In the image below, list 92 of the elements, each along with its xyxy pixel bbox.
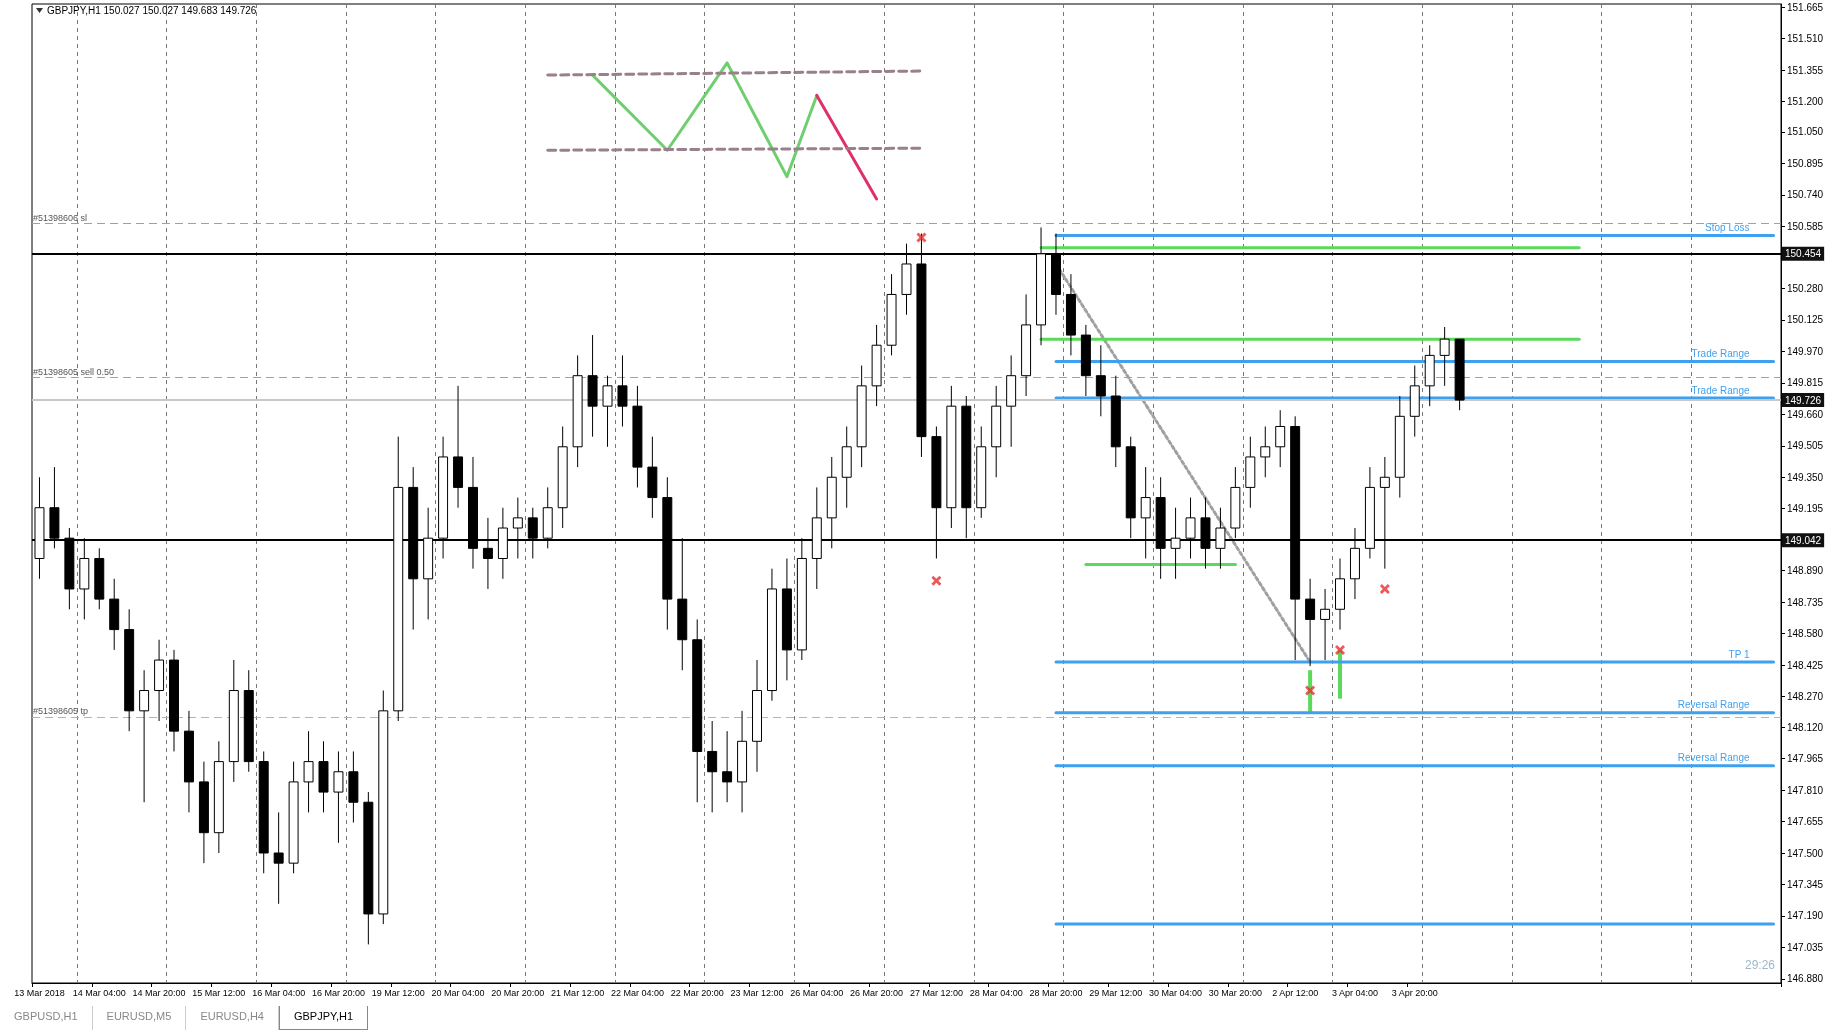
x-tick-label: 19 Mar 12:00 <box>371 987 425 998</box>
y-tick-label: 147.035 <box>1787 941 1824 953</box>
x-tick-label: 14 Mar 04:00 <box>72 987 126 998</box>
series-label: TP 1 <box>1728 648 1750 660</box>
x-tick-label: 29 Mar 12:00 <box>1089 987 1143 998</box>
y-tick-label: 151.510 <box>1787 33 1824 45</box>
x-tick-label: 23 Mar 12:00 <box>730 987 784 998</box>
ref-line-label: #51398606 sl <box>33 212 88 223</box>
point <box>1335 644 1346 655</box>
candlestick <box>1275 409 1286 468</box>
candlestick <box>333 750 344 844</box>
y-tick-label: 147.655 <box>1787 816 1824 828</box>
y-tick-label: 150.740 <box>1787 189 1824 201</box>
x-tick-label: 13 Mar 2018 <box>14 987 65 998</box>
x-tick-label: 3 Apr 04:00 <box>1331 987 1378 998</box>
x-tick-label: 21 Mar 12:00 <box>551 987 605 998</box>
y-tick-label: 148.735 <box>1787 596 1824 608</box>
candlestick <box>1095 344 1106 417</box>
series-label: Reversal Range <box>1677 699 1750 711</box>
y-tick-label: 151.200 <box>1787 95 1824 107</box>
x-tick-label: 2 Apr 12:00 <box>1272 987 1319 998</box>
y-tick-label: 147.500 <box>1787 847 1824 859</box>
y-tick-label: 151.665 <box>1787 1 1824 13</box>
y-tick-label: 149.350 <box>1787 471 1824 483</box>
point <box>1305 685 1316 696</box>
x-tick-label: 3 Apr 20:00 <box>1391 987 1438 998</box>
candlestick <box>139 669 150 803</box>
line-series <box>591 61 819 179</box>
y-tick-label: 147.810 <box>1787 784 1824 796</box>
x-tick-label: 16 Mar 20:00 <box>311 987 365 998</box>
y-tick-label: 147.965 <box>1787 753 1824 765</box>
x-tick-label: 30 Mar 04:00 <box>1149 987 1203 998</box>
y-tick-label: 147.190 <box>1787 910 1824 922</box>
text: GBPUSD,H1 <box>0 1006 93 1030</box>
x-tick-label: 14 Mar 20:00 <box>132 987 186 998</box>
x-tick-label: 28 Mar 04:00 <box>969 987 1023 998</box>
series-label: Trade Range <box>1691 347 1750 359</box>
point <box>1379 583 1390 594</box>
text: EURUSD,H4 <box>186 1006 279 1030</box>
candlestick <box>1260 425 1271 478</box>
y-tick-label: 150.280 <box>1787 282 1824 294</box>
series-label: Stop Loss <box>1705 222 1750 234</box>
y-tick-label: 148.580 <box>1787 628 1824 640</box>
candlestick <box>273 811 284 905</box>
point <box>931 575 942 586</box>
ref-line-label: #51398605 tp <box>33 706 89 717</box>
x-tick-label: 16 Mar 04:00 <box>252 987 306 998</box>
candlestick <box>1439 326 1450 387</box>
series-label: Trade Range <box>1691 384 1750 396</box>
x-tick-label: 27 Mar 12:00 <box>909 987 963 998</box>
y-tick-label: 149.505 <box>1787 440 1824 452</box>
candlestick <box>722 730 733 803</box>
text: EURUSD,M5 <box>92 1006 187 1030</box>
candlestick <box>1305 578 1316 667</box>
candlestick <box>602 375 613 448</box>
x-tick-label: 22 Mar 04:00 <box>610 987 664 998</box>
x-tick-label: 28 Mar 20:00 <box>1029 987 1083 998</box>
ref-line-label: 149.726 <box>1785 394 1822 406</box>
y-tick-label: 146.880 <box>1787 973 1824 985</box>
x-tick-label: 30 Mar 20:00 <box>1208 987 1262 998</box>
text: GBPJPY,H1 <box>278 1006 369 1030</box>
y-tick-label: 148.890 <box>1787 565 1824 577</box>
y-tick-label: 151.355 <box>1787 64 1824 76</box>
x-tick-label: 20 Mar 04:00 <box>431 987 485 998</box>
series-label: Reversal Range <box>1677 752 1750 764</box>
y-tick-label: 149.195 <box>1787 503 1824 515</box>
chart-title: GBPJPY,H1 150.027 150.027 149.683 149.726 <box>47 5 257 16</box>
candlestick <box>707 720 718 813</box>
y-tick-label: 149.815 <box>1787 377 1824 389</box>
y-tick-label: 150.125 <box>1787 314 1824 326</box>
x-tick-label: 26 Mar 20:00 <box>850 987 904 998</box>
y-tick-label: 147.345 <box>1787 878 1824 890</box>
y-tick-label: 149.970 <box>1787 345 1824 357</box>
y-tick-label: 150.585 <box>1787 220 1824 232</box>
ref-line-label: 149.042 <box>1785 534 1822 546</box>
annotation: 29:26 <box>1744 958 1775 972</box>
candlestick <box>1320 588 1331 661</box>
ref-line-label: 150.454 <box>1785 248 1822 260</box>
x-tick-label: 26 Mar 04:00 <box>790 987 844 998</box>
candlestick <box>617 354 628 427</box>
y-tick-label: 148.425 <box>1787 659 1824 671</box>
y-tick-label: 150.895 <box>1787 157 1824 169</box>
x-tick-label: 15 Mar 12:00 <box>192 987 246 998</box>
y-tick-label: 149.660 <box>1787 408 1824 420</box>
x-tick-label: 22 Mar 20:00 <box>670 987 724 998</box>
ref-line-label: #51398605 sell 0.50 <box>33 367 115 378</box>
y-tick-label: 148.120 <box>1787 721 1824 733</box>
point <box>916 232 927 243</box>
y-tick-label: 148.270 <box>1787 691 1824 703</box>
y-tick-label: 151.050 <box>1787 126 1824 138</box>
x-tick-label: 20 Mar 20:00 <box>491 987 545 998</box>
candlestick <box>303 730 314 813</box>
